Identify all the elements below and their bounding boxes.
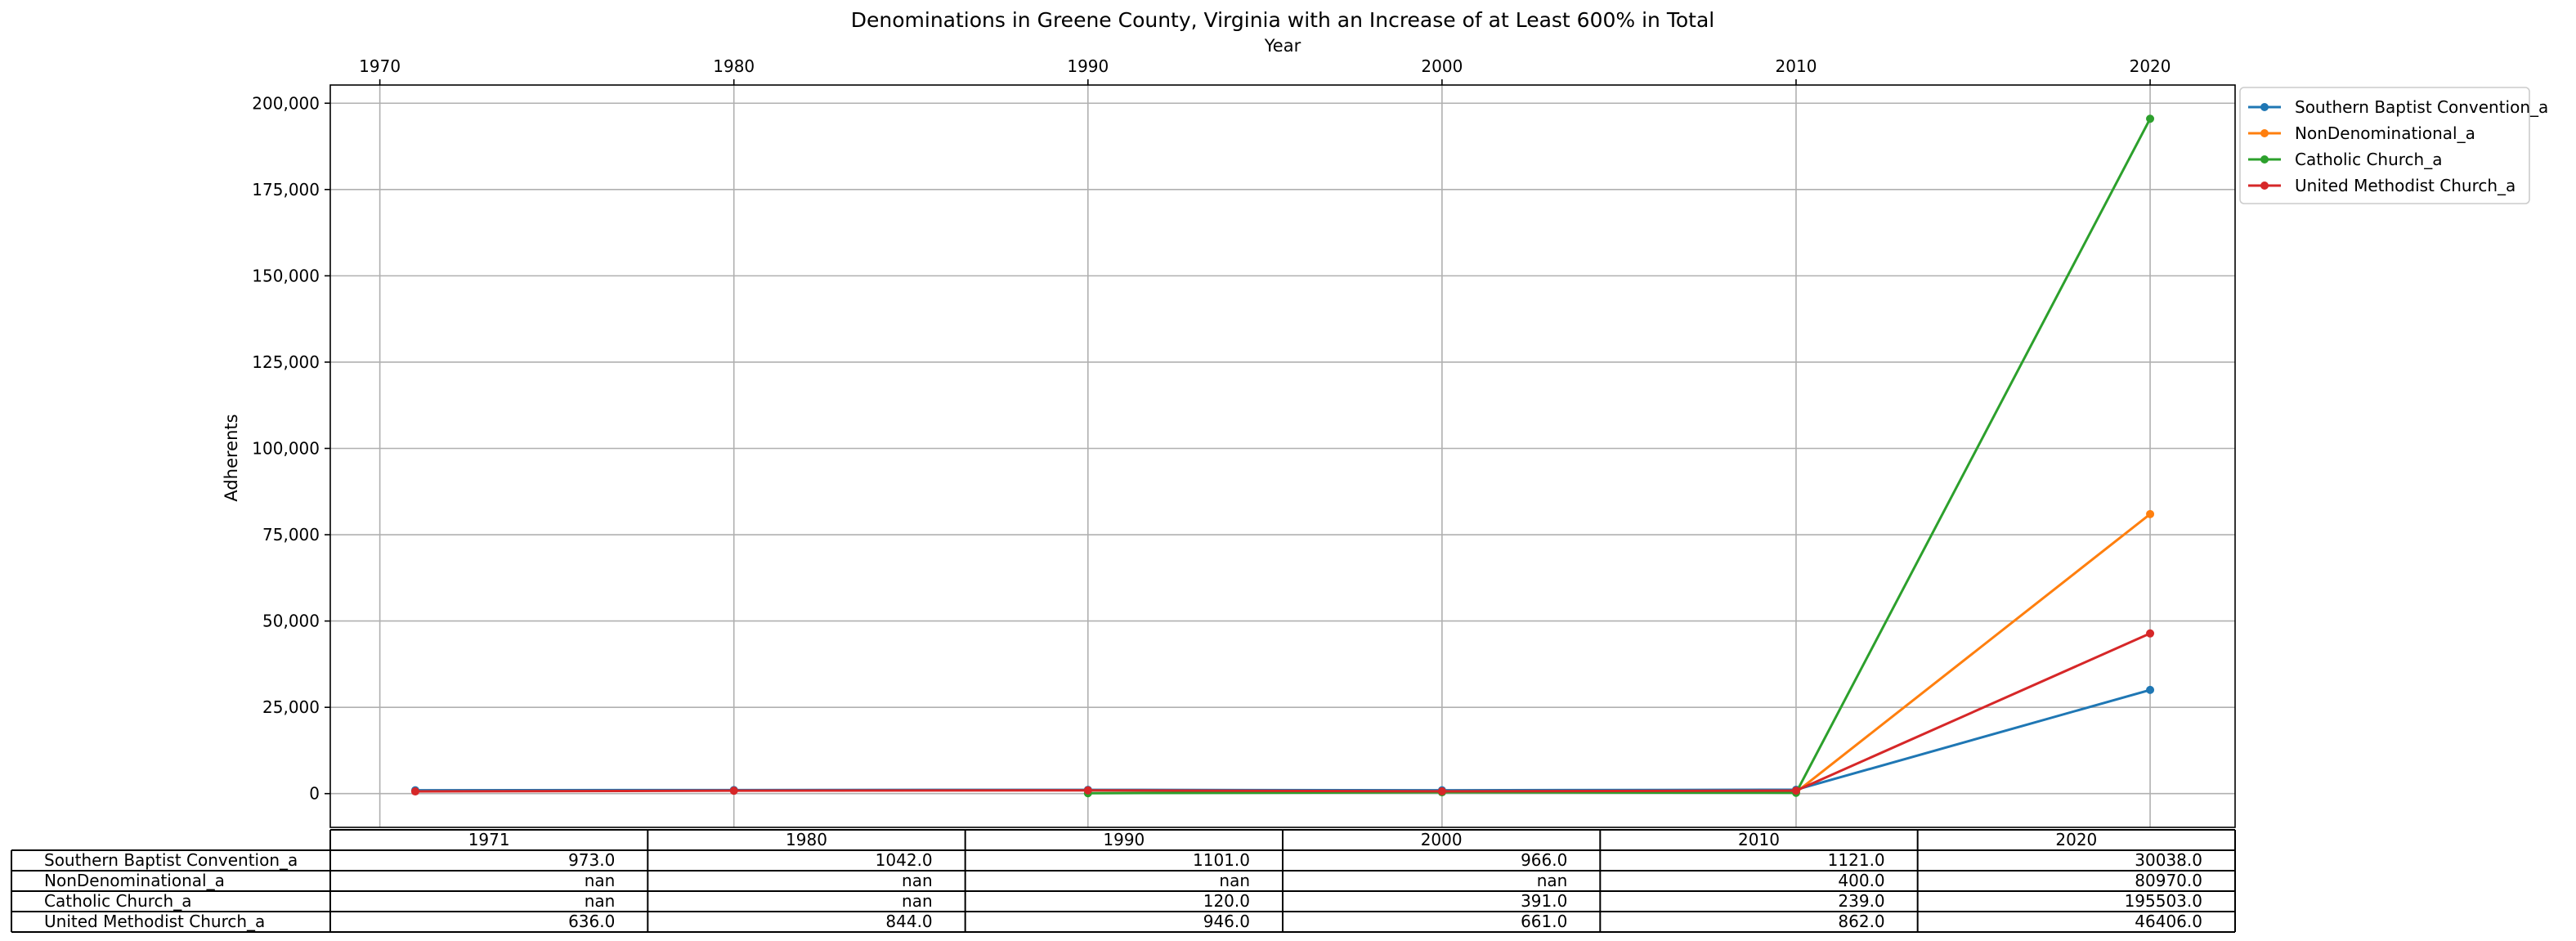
table-cell: 46406.0: [2135, 912, 2202, 931]
table-cell: 1101.0: [1193, 850, 1250, 870]
x-tick-label: 2010: [1776, 56, 1817, 76]
legend-item: Southern Baptist Convention_a: [2248, 97, 2548, 117]
y-tick-label: 25,000: [262, 697, 320, 717]
data-point: [2146, 114, 2155, 123]
y-tick-label: 125,000: [252, 352, 320, 372]
x-axis-label: Year: [1264, 36, 1301, 56]
series-0: [410, 685, 2155, 795]
y-tick-label: 0: [309, 784, 320, 804]
x-tick-label: 1970: [359, 56, 401, 76]
legend-label: Southern Baptist Convention_a: [2295, 97, 2548, 117]
y-tick-label: 50,000: [262, 612, 320, 631]
data-point: [2146, 509, 2155, 518]
table-cell: nan: [902, 891, 933, 911]
table-cell: 239.0: [1838, 891, 1884, 911]
series-3: [410, 629, 2155, 796]
table-row-label: Southern Baptist Convention_a: [44, 850, 298, 870]
table-col-header: 2020: [2055, 830, 2097, 849]
data-table: 1971 1980 1990 2000 2010 2020 Southern Baptist…: [11, 829, 2236, 933]
table-cell: 862.0: [1838, 912, 1884, 931]
table-cell: 973.0: [568, 850, 615, 870]
x-tick-label: 1980: [713, 56, 755, 76]
data-point: [1083, 786, 1092, 795]
y-axis-label: Adherents: [222, 414, 241, 501]
data-point: [2146, 629, 2155, 638]
legend-item: United Methodist Church_a: [2248, 176, 2516, 195]
data-point: [1437, 786, 1446, 795]
table-cell: nan: [585, 891, 616, 911]
y-tick-label: 75,000: [262, 525, 320, 544]
x-tick-label: 1990: [1067, 56, 1109, 76]
grid: [330, 85, 2235, 827]
series-line: [414, 632, 2151, 793]
table-cell: nan: [902, 871, 933, 890]
table-row-label: NonDenominational_a: [44, 871, 225, 890]
y-tick-label: 150,000: [252, 266, 320, 285]
x-tick-label: 2000: [1421, 56, 1463, 76]
legend-marker: [2260, 155, 2269, 164]
legend-marker: [2260, 181, 2269, 190]
legend-marker: [2260, 103, 2269, 111]
table-col-header: 2010: [1738, 830, 1780, 849]
table-cell: 966.0: [1521, 850, 1567, 870]
data-point: [729, 786, 738, 795]
table-cell: 661.0: [1521, 912, 1567, 931]
table-row-label: Catholic Church_a: [44, 891, 191, 911]
legend-item: NonDenominational_a: [2248, 123, 2475, 143]
plot-frame: [329, 84, 2236, 828]
y-tick-label: 100,000: [252, 438, 320, 458]
data-point: [1791, 786, 1800, 795]
legend-label: NonDenominational_a: [2295, 123, 2475, 143]
legend: Southern Baptist Convention_a NonDenomina…: [2239, 87, 2548, 204]
series-line: [1087, 118, 2152, 795]
data-point: [2146, 685, 2155, 694]
y-tick-label: 200,000: [252, 93, 320, 113]
table-cell: 120.0: [1203, 891, 1250, 911]
table-col-header: 2000: [1421, 830, 1463, 849]
series-line: [414, 688, 2151, 792]
table-col-header: 1971: [468, 830, 510, 849]
legend-label: Catholic Church_a: [2295, 150, 2442, 169]
x-tick-label: 2020: [2130, 56, 2171, 76]
data-point: [410, 787, 419, 796]
legend-marker: [2260, 129, 2269, 137]
legend-frame: [2239, 87, 2530, 204]
table-cell: 80970.0: [2135, 871, 2202, 890]
chart-title: Denominations in Greene County, Virginia…: [851, 8, 1714, 32]
series-line: [1795, 513, 2151, 794]
x-tick-group: 1970 1980 1990 2000 2010 2020: [359, 56, 2171, 85]
table-cell: nan: [585, 871, 616, 890]
table-cell: 195503.0: [2125, 891, 2202, 911]
series-group: [410, 114, 2155, 798]
table-cell: 1121.0: [1828, 850, 1885, 870]
y-tick-group: 0 25,000 50,000 75,000 100,000 125,000 150,000…: [252, 93, 330, 804]
table-col-header: 1990: [1103, 830, 1145, 849]
table-cell: 636.0: [568, 912, 615, 931]
table-cell: nan: [1219, 871, 1250, 890]
table-cell: 391.0: [1521, 891, 1567, 911]
table-cell: 946.0: [1203, 912, 1250, 931]
table-cell: 844.0: [885, 912, 932, 931]
table-cell: 1042.0: [876, 850, 933, 870]
table-cell: nan: [1537, 871, 1568, 890]
series-2: [1083, 114, 2155, 798]
y-tick-label: 175,000: [252, 180, 320, 199]
table-cell: 30038.0: [2135, 850, 2202, 870]
legend-label: United Methodist Church_a: [2295, 176, 2516, 195]
table-col-header: 1980: [786, 830, 827, 849]
table-cell: 400.0: [1838, 871, 1884, 890]
table-row-label: United Methodist Church_a: [44, 912, 265, 931]
legend-item: Catholic Church_a: [2248, 150, 2442, 169]
series-1: [1791, 509, 2155, 797]
